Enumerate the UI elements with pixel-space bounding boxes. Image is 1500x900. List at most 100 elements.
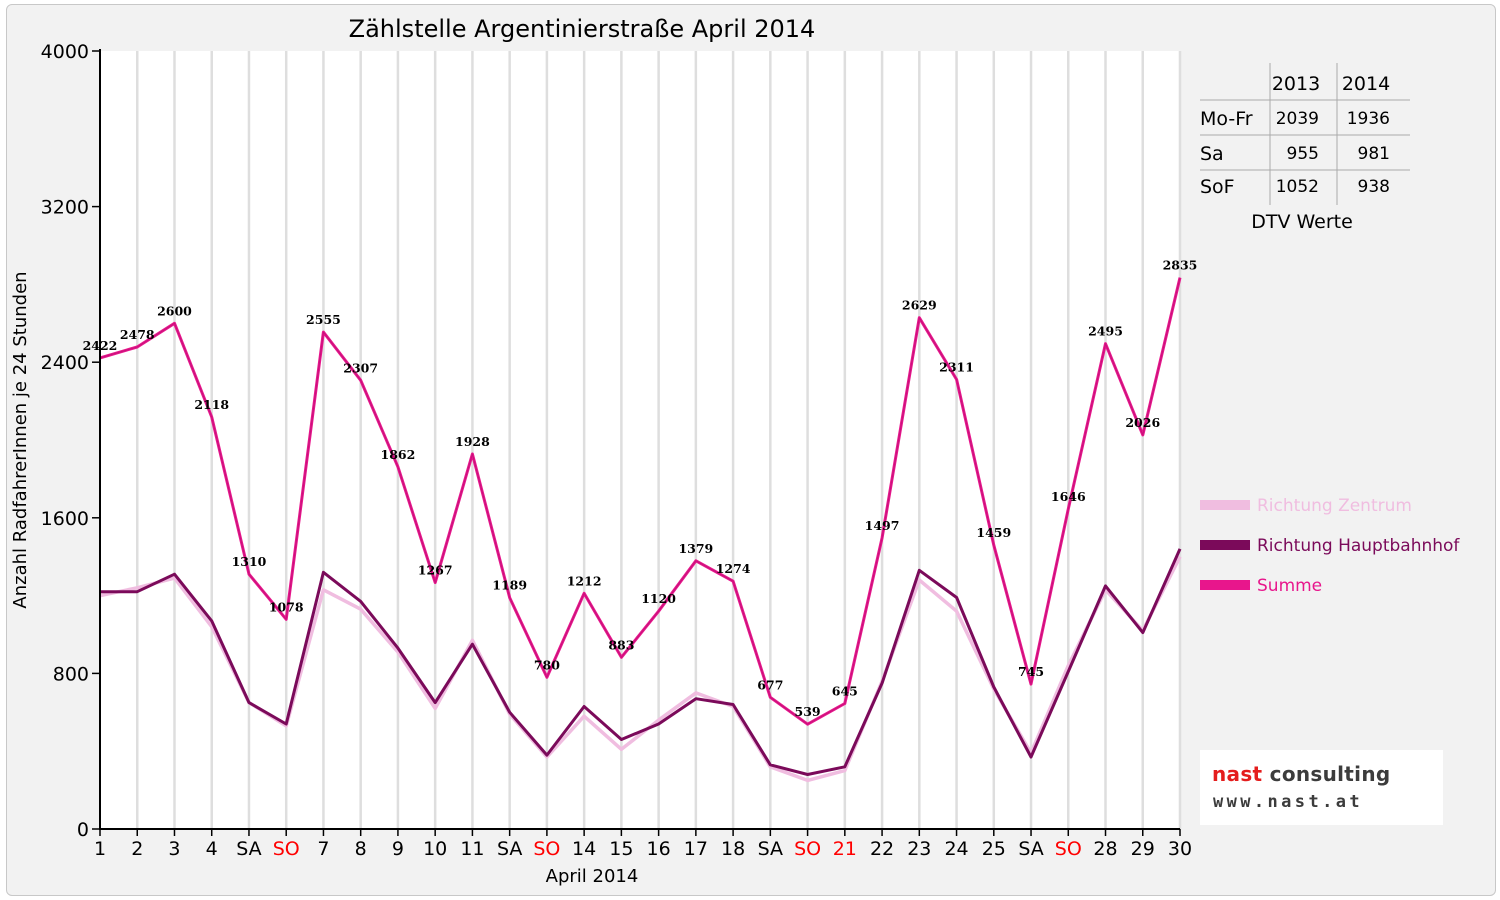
company-logo: nast consulting www.nast.at	[1200, 750, 1443, 825]
x-tick-label: SA	[1018, 838, 1043, 860]
series-line-center	[99, 277, 1181, 725]
x-tick-label: 23	[907, 838, 931, 860]
x-tick-label: SO	[794, 838, 821, 860]
table-cell: 1052	[1276, 177, 1319, 197]
y-tick-label: 0	[77, 819, 89, 841]
legend-swatch	[1200, 500, 1250, 510]
x-tick-label: 1	[94, 838, 106, 860]
x-tick-label: 9	[392, 838, 404, 860]
y-tick-label: 800	[53, 663, 89, 685]
table-header-2014: 2014	[1342, 73, 1390, 95]
axes	[99, 49, 1180, 830]
x-tick-label: SO	[273, 838, 300, 860]
data-label: 1379	[678, 541, 713, 556]
x-tick-label: 8	[355, 838, 367, 860]
data-label: 2478	[120, 327, 155, 342]
data-label: 1862	[381, 447, 416, 462]
data-label: 1120	[641, 591, 676, 606]
data-label: 677	[757, 677, 783, 692]
x-tick-label: 21	[833, 838, 857, 860]
x-tick-label: 17	[684, 838, 708, 860]
logo-name-part2: consulting	[1262, 762, 1391, 786]
table-cell: 938	[1358, 177, 1390, 197]
data-label: 1267	[418, 563, 453, 578]
data-label: 2307	[343, 360, 378, 375]
legend-label: Richtung Zentrum	[1257, 496, 1412, 516]
table-row-label: SoF	[1200, 176, 1235, 198]
y-tick-label: 4000	[41, 41, 89, 63]
legend-label: Richtung Hauptbahnhof	[1257, 536, 1460, 556]
table-caption: DTV Werte	[1251, 211, 1353, 233]
x-tick-label: 11	[460, 838, 484, 860]
x-tick-label: 3	[168, 838, 180, 860]
y-axis-title: Anzahl RadfahrerInnen je 24 Stunden	[10, 271, 31, 608]
data-label: 2026	[1125, 415, 1160, 430]
x-tick-label: SA	[236, 838, 261, 860]
x-tick-label: 7	[317, 838, 329, 860]
logo-name-part1: nast	[1212, 762, 1263, 786]
data-labels: 2422247826002118131010782555230718621267…	[83, 258, 1198, 720]
x-tick-label: SA	[758, 838, 783, 860]
y-tick-label: 3200	[41, 197, 89, 219]
x-tick-label: 24	[944, 838, 968, 860]
x-tick-label: SO	[1055, 838, 1082, 860]
table-row-label: Sa	[1200, 143, 1224, 165]
x-tick-label: 22	[870, 838, 894, 860]
data-label: 2118	[194, 397, 229, 412]
table-cell: 981	[1358, 144, 1390, 164]
data-label: 2600	[157, 303, 192, 318]
data-label: 2835	[1163, 258, 1198, 273]
grid-lines	[135, 51, 1182, 829]
data-label: 2311	[939, 360, 974, 375]
x-tick-label: 2	[131, 838, 143, 860]
legend-swatch	[1200, 540, 1250, 550]
data-label: 1078	[269, 599, 304, 614]
data-label: 1212	[567, 573, 602, 588]
data-label: 2495	[1088, 324, 1123, 339]
dtv-table: 2013 2014 Mo-Fr 2039 1936 Sa 955 981 SoF…	[1200, 63, 1410, 233]
table-row-label: Mo-Fr	[1200, 108, 1253, 130]
y-tick-label: 1600	[41, 508, 89, 530]
x-tick-label: SA	[497, 838, 522, 860]
data-label: 645	[832, 684, 858, 699]
x-axis-title: April 2014	[546, 866, 639, 887]
x-tick-label: 15	[609, 838, 633, 860]
data-label: 2629	[902, 298, 937, 313]
x-tick-label: 28	[1093, 838, 1117, 860]
legend-label: Summe	[1257, 576, 1322, 596]
data-label: 1310	[232, 554, 267, 569]
data-label: 1459	[976, 525, 1011, 540]
legend-swatch	[1200, 580, 1250, 590]
x-tick-label: 14	[572, 838, 596, 860]
data-label: 780	[534, 657, 560, 672]
x-tick-label: 29	[1131, 838, 1155, 860]
logo-url: www.nast.at	[1213, 792, 1363, 812]
x-tick-label: 10	[423, 838, 447, 860]
x-axis-ticks: 1 2 3 4 SA SO 7 8 9 10 11 SA SO 14 15 16 17 18 SA SO 21 22 23 2…	[94, 829, 1192, 860]
y-axis-ticks: 0 800 1600 2400 3200 4000	[41, 41, 100, 841]
x-tick-label: 16	[647, 838, 671, 860]
logo-name: nast consulting	[1212, 762, 1390, 786]
x-tick-label: 25	[982, 838, 1006, 860]
data-label: 1497	[865, 518, 900, 533]
data-label: 1646	[1051, 489, 1086, 504]
table-cell: 955	[1287, 144, 1319, 164]
series-line	[100, 548, 1182, 776]
data-label: 1928	[455, 434, 490, 449]
x-tick-label: 30	[1168, 838, 1192, 860]
table-header-2013: 2013	[1272, 73, 1320, 95]
data-label: 745	[1018, 664, 1044, 679]
data-label: 1274	[716, 561, 751, 576]
data-label: 539	[795, 704, 821, 719]
series-layer	[99, 277, 1182, 783]
data-label: 883	[608, 637, 634, 652]
x-tick-label: SO	[533, 838, 560, 860]
table-cell: 1936	[1347, 109, 1390, 129]
x-tick-label: 4	[206, 838, 218, 860]
legend: Richtung Zentrum Richtung Hauptbahnhof Sum…	[1200, 496, 1460, 596]
data-label: 1189	[492, 578, 527, 593]
y-tick-label: 2400	[41, 352, 89, 374]
table-cell: 2039	[1276, 109, 1319, 129]
chart-title: Zählstelle Argentinierstraße April 2014	[349, 15, 816, 43]
